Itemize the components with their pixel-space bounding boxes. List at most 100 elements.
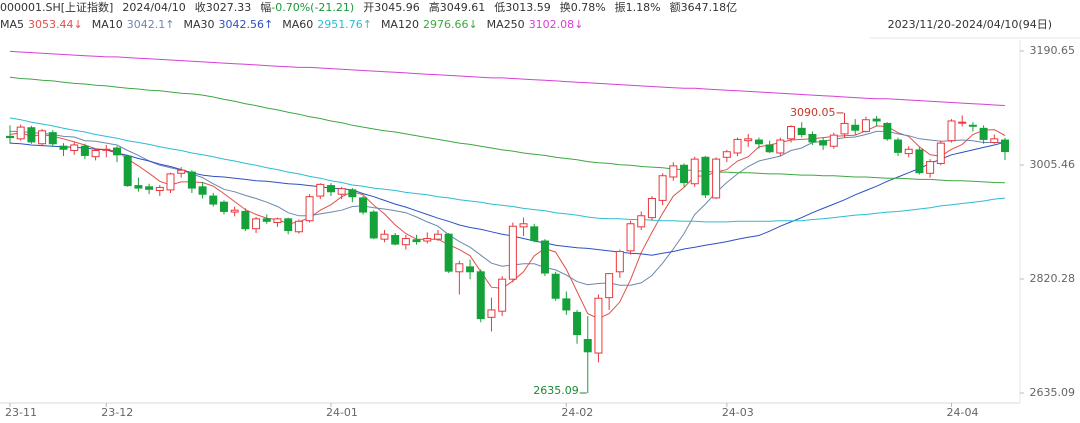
candle-body (198, 186, 207, 195)
quote-field: 收3027.33 (195, 1, 252, 15)
candle-body (819, 140, 828, 146)
legend-entry: MA250 3102.08↓ (487, 18, 584, 32)
symbol: 000001.SH[上证指数] (0, 1, 114, 14)
quote-field: 幅-0.70%(-21.21) (260, 1, 354, 15)
date-range: 2023/11/20-2024/04/10(94日) (887, 18, 1052, 31)
candle-body (690, 158, 699, 185)
legend-value: 2976.66 (422, 18, 469, 31)
legend-entry: MA30 3042.56↑ (183, 18, 273, 32)
candle-body (487, 309, 496, 318)
candle-body (48, 132, 57, 145)
legend-name: MA120 (380, 18, 419, 31)
candle-body (134, 185, 143, 189)
candle-body (926, 161, 935, 174)
quote-field-value: 3013.59 (505, 1, 551, 14)
quote-field-label: 换 (559, 1, 571, 14)
legend-entry: MA5 3053.44↓ (0, 18, 83, 32)
candle-body (637, 215, 646, 228)
candle-body (294, 220, 303, 233)
candle-body (102, 148, 111, 151)
candle-body (861, 119, 870, 132)
quote-field-value: 3049.61 (439, 1, 486, 14)
legend-name: MA5 (0, 18, 25, 31)
candle-body (391, 234, 400, 245)
quote-field-value: -0.70%(-21.21) (271, 1, 355, 14)
candle-body (123, 155, 132, 187)
candle-body (990, 138, 999, 144)
quote-field-value: 3027.33 (205, 1, 252, 14)
candle-body (359, 197, 368, 213)
candle-body (262, 218, 271, 222)
candle-body (444, 233, 453, 272)
legend-entry: MA60 2951.76↑ (282, 18, 372, 32)
candle-body (305, 196, 314, 222)
candle-body (230, 209, 239, 213)
legend-entry: MA10 3042.1↑ (92, 18, 175, 32)
candle-body (273, 218, 282, 224)
candle-body (936, 142, 945, 164)
x-tick-label: 23-12 (101, 406, 133, 419)
candle-body (241, 210, 250, 230)
y-tick-label: 2635.09 (1030, 386, 1076, 399)
ma-line (9, 141, 1006, 256)
candle-body (540, 240, 549, 274)
x-tick-label: 24-02 (561, 406, 593, 419)
candle-body (669, 165, 678, 178)
candle-body (615, 250, 624, 273)
candle-body (626, 223, 635, 252)
candle-body (947, 120, 956, 142)
candle-body (958, 121, 967, 124)
candle-body (476, 271, 485, 320)
quote-field-label: 高 (428, 1, 440, 14)
candle-body (851, 124, 860, 131)
candle-body (894, 139, 903, 153)
candle-body (380, 233, 389, 240)
candle-body (722, 151, 731, 158)
legend-value: 3042.56 (218, 18, 264, 31)
candle-body (551, 273, 560, 299)
legend-trend: ↓ (73, 18, 83, 31)
legend-value: 3053.44 (28, 18, 74, 31)
legend-trend: ↓ (574, 18, 584, 31)
legend-name: MA250 (486, 18, 525, 31)
candle-body (840, 122, 849, 135)
candle-body (776, 139, 785, 154)
legend-value: 2951.76 (317, 18, 363, 31)
candle-body (765, 144, 774, 153)
legend-value: 3042.1 (126, 18, 166, 31)
quote-field: 换0.78% (560, 1, 606, 15)
ma-line (9, 50, 1006, 106)
candle-body (219, 201, 228, 212)
candle-body (883, 122, 892, 140)
candle-body (915, 149, 924, 174)
candle-body (583, 338, 592, 353)
candle-body (423, 238, 432, 242)
candle-body (145, 186, 154, 190)
candle-body (872, 118, 881, 122)
legend-trend: ↑ (165, 18, 175, 31)
candle-body (177, 169, 186, 174)
candle-body (38, 130, 47, 145)
quote-field-value: 0.78% (570, 1, 606, 14)
candle-body (797, 127, 806, 136)
candle-body (166, 173, 175, 191)
candle-body (466, 266, 475, 273)
quote-field-value: 3045.96 (374, 1, 420, 14)
candle-body (519, 223, 528, 228)
candle-body (647, 198, 656, 219)
quote-field-value: 3647.18亿 (680, 1, 738, 14)
extreme-label: 2635.09 (533, 384, 579, 397)
quote-date: 2024/04/10 (122, 1, 186, 14)
x-tick-label: 24-03 (722, 406, 754, 419)
legend-trend: ↑ (362, 18, 372, 31)
candle-body (829, 134, 838, 147)
candle-body (605, 273, 614, 299)
candle-body (6, 135, 14, 139)
candle-body (680, 164, 689, 184)
legend-entry: MA120 2976.66↓ (381, 18, 478, 32)
candle-body (337, 188, 346, 195)
y-tick-label: 2820.28 (1030, 272, 1076, 285)
candle-body (112, 147, 121, 156)
candle-body (16, 126, 25, 140)
